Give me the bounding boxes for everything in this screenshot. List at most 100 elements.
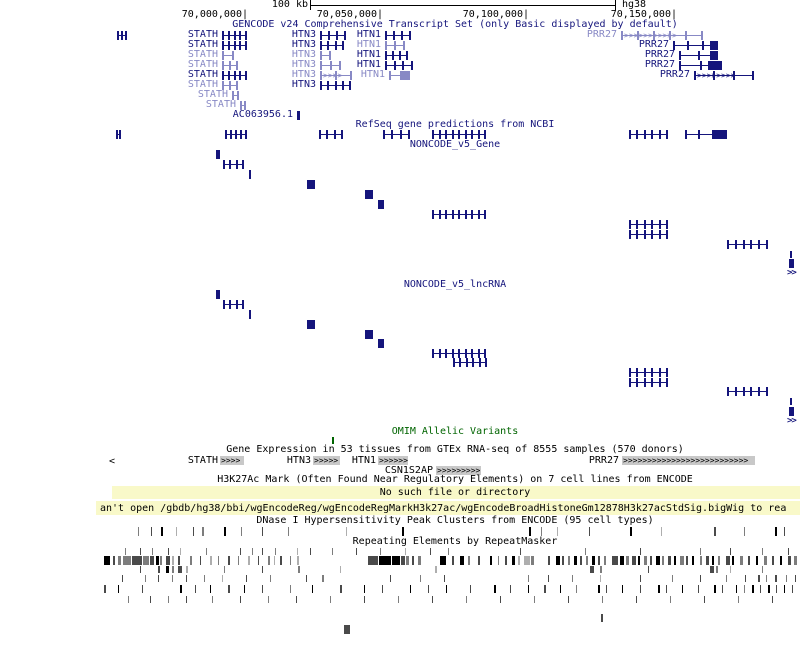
noncode-lncrna-item[interactable] <box>789 407 794 416</box>
track-title-dnase[interactable]: DNase I Hypersensitivity Peak Clusters f… <box>256 515 654 526</box>
track-title-h3k27ac[interactable]: H3K27Ac Mark (Often Found Near Regulator… <box>217 474 693 485</box>
noncode-lncrna-item[interactable] <box>223 300 244 309</box>
repeatmasker-row-6[interactable] <box>0 596 800 603</box>
exon-tick <box>651 368 653 377</box>
noncode-gene-item[interactable] <box>629 220 668 229</box>
noncode-gene-item[interactable] <box>249 170 251 179</box>
refseq-item[interactable] <box>225 130 247 139</box>
gencode-item[interactable] <box>297 111 300 120</box>
gencode-item[interactable] <box>222 51 234 60</box>
dnase-peaks-row[interactable] <box>0 527 800 536</box>
noncode-lncrna-item[interactable] <box>790 398 792 405</box>
repeat-bar <box>412 556 414 565</box>
refseq-item[interactable] <box>319 130 343 139</box>
gencode-item[interactable] <box>240 101 246 110</box>
repeat-bar <box>140 566 141 573</box>
gtex-expression-bar[interactable]: >>>>> <box>313 456 340 465</box>
gencode-item[interactable] <box>222 41 247 50</box>
repeatmasker-row-7[interactable] <box>0 614 800 622</box>
gencode-item[interactable] <box>385 31 411 40</box>
noncode-lncrna-item[interactable] <box>727 387 768 396</box>
noncode-gene-item[interactable] <box>629 230 668 239</box>
noncode-lncrna-item[interactable] <box>365 330 373 339</box>
track-title-repeatmasker[interactable]: Repeating Elements by RepeatMasker <box>352 536 558 547</box>
noncode-lncrna-item[interactable] <box>307 320 315 329</box>
repeatmasker-row-8[interactable] <box>0 625 800 634</box>
omim-item[interactable] <box>332 437 334 444</box>
track-title-gencode[interactable]: GENCODE v24 Comprehensive Transcript Set… <box>232 19 678 30</box>
repeatmasker-row-4[interactable] <box>0 575 800 582</box>
gtex-expression-bar[interactable]: >>>>>>>>> <box>436 466 481 475</box>
noncode-gene-item[interactable] <box>365 190 373 199</box>
noncode-gene-item[interactable] <box>223 160 244 169</box>
repeat-bar <box>638 556 640 565</box>
gencode-item[interactable]: >>>>>>>>>>> <box>621 31 703 40</box>
refseq-item[interactable] <box>629 130 668 139</box>
gencode-item[interactable] <box>679 51 718 60</box>
repeatmasker-row-1[interactable] <box>0 548 800 555</box>
repeat-bar <box>520 548 521 555</box>
gtex-expression-bar[interactable]: >>>>>>>>>>>>>>>>>>>>>>>>>> <box>622 456 755 465</box>
refseq-item[interactable] <box>383 130 410 139</box>
gencode-item[interactable] <box>385 41 405 50</box>
repeatmasker-row-5[interactable] <box>0 585 800 593</box>
gencode-item[interactable] <box>320 41 344 50</box>
exon-tick <box>673 41 675 50</box>
repeat-bar <box>172 556 174 565</box>
exon-tick <box>327 81 329 90</box>
track-title-noncode-gene[interactable]: NONCODE_v5_Gene <box>409 139 501 150</box>
exon-tick <box>328 31 330 40</box>
exon-tick <box>342 81 344 90</box>
noncode-gene-item[interactable] <box>216 150 220 159</box>
gencode-item[interactable] <box>673 41 718 50</box>
exon-tick <box>629 130 631 139</box>
exon-tick <box>637 31 639 40</box>
noncode-lncrna-item[interactable] <box>378 339 384 348</box>
gencode-item[interactable] <box>679 61 722 70</box>
repeat-bar <box>572 575 573 582</box>
refseq-item[interactable] <box>432 130 486 139</box>
refseq-item[interactable] <box>685 130 727 139</box>
gencode-item[interactable] <box>320 81 351 90</box>
noncode-lncrna-item[interactable] <box>629 378 668 387</box>
noncode-gene-item[interactable] <box>378 200 384 209</box>
intron-line <box>320 55 331 56</box>
track-title-refseq[interactable]: RefSeq gene predictions from NCBI <box>355 119 555 130</box>
noncode-lncrna-item[interactable] <box>249 310 251 319</box>
gencode-item[interactable]: >>>>>>>> <box>694 71 754 80</box>
gtex-expression-bar[interactable]: >>>> <box>220 456 244 465</box>
repeatmasker-row-2[interactable] <box>0 556 800 565</box>
gencode-item[interactable] <box>385 61 413 70</box>
noncode-gene-item[interactable] <box>432 210 486 219</box>
gencode-item[interactable] <box>232 91 239 100</box>
gencode-item[interactable] <box>222 31 247 40</box>
noncode-lncrna-item[interactable] <box>216 290 220 299</box>
repeatmasker-row-3[interactable] <box>0 566 800 573</box>
exon-tick <box>400 130 402 139</box>
gencode-item[interactable] <box>320 61 341 70</box>
gencode-item[interactable] <box>320 51 331 60</box>
track-title-gtex[interactable]: Gene Expression in 53 tissues from GTEx … <box>226 444 684 455</box>
track-title-noncode-lncrna[interactable]: NONCODE_v5_lncRNA <box>403 279 507 290</box>
noncode-lncrna-item[interactable] <box>629 368 668 377</box>
gencode-item[interactable] <box>320 31 346 40</box>
refseq-item[interactable] <box>116 130 121 139</box>
gencode-item[interactable] <box>222 61 238 70</box>
gencode-item[interactable] <box>385 51 408 60</box>
gencode-item[interactable] <box>389 71 410 80</box>
noncode-gene-item[interactable] <box>789 259 794 268</box>
gencode-item[interactable]: >>>> <box>320 71 352 80</box>
exon-tick <box>478 210 480 219</box>
gencode-item[interactable] <box>117 31 127 40</box>
noncode-gene-item[interactable] <box>727 240 768 249</box>
noncode-gene-item[interactable] <box>790 251 792 258</box>
noncode-gene-item[interactable]: >> <box>787 269 799 278</box>
gencode-item[interactable] <box>222 71 247 80</box>
noncode-lncrna-item[interactable] <box>432 349 486 358</box>
track-title-omim[interactable]: OMIM Allelic Variants <box>391 426 519 437</box>
gencode-item[interactable] <box>222 81 238 90</box>
noncode-lncrna-item[interactable] <box>453 358 487 367</box>
noncode-gene-item[interactable] <box>307 180 315 189</box>
noncode-lncrna-item[interactable]: >> <box>787 417 799 426</box>
gtex-expression-bar[interactable]: >>>>>> <box>378 456 408 465</box>
